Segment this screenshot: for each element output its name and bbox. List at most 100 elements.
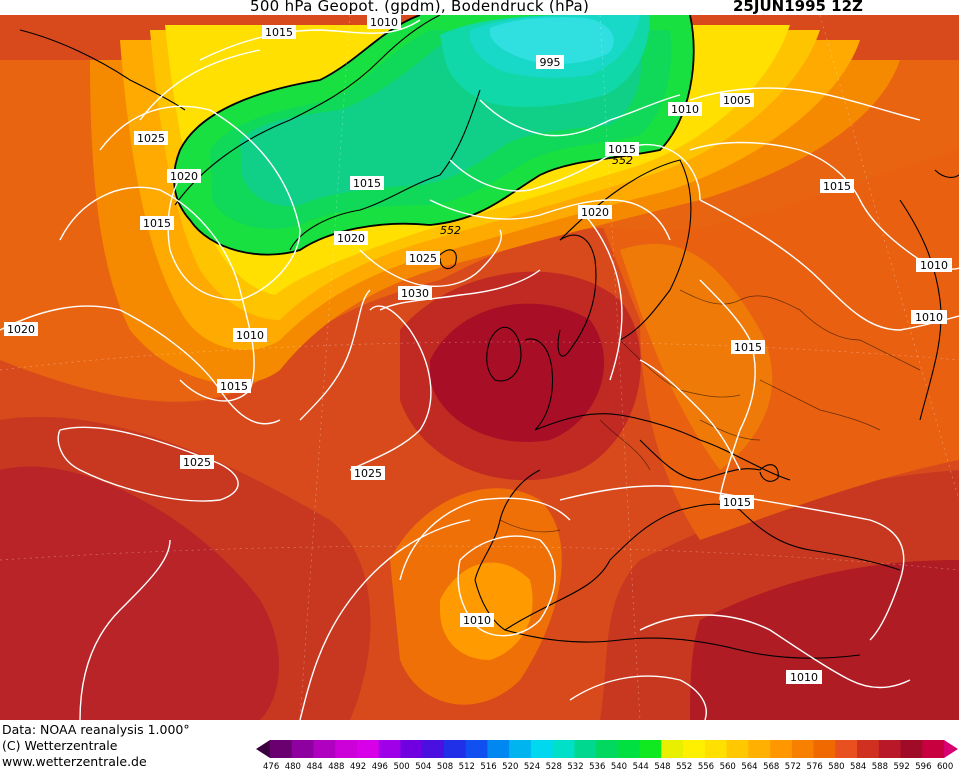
legend-swatch bbox=[922, 740, 945, 758]
legend-tick-label: 492 bbox=[349, 762, 367, 772]
isobar-label: 1020 bbox=[334, 231, 368, 245]
svg-text:1020: 1020 bbox=[581, 206, 609, 219]
legend-swatch bbox=[270, 740, 293, 758]
isobar-labels: 1015 1010 995 1005 1010 1025 1020 1015 1… bbox=[4, 15, 952, 684]
isobar-label: 1010 bbox=[460, 613, 494, 627]
svg-text:1025: 1025 bbox=[409, 252, 437, 265]
svg-text:1010: 1010 bbox=[671, 103, 699, 116]
isobar-label: 1025 bbox=[134, 131, 168, 145]
legend-swatch bbox=[335, 740, 358, 758]
legend-swatch bbox=[813, 740, 836, 758]
isobar-label: 1020 bbox=[578, 205, 612, 219]
legend-arrow-high bbox=[944, 740, 958, 758]
legend-swatch bbox=[574, 740, 597, 758]
isobar-label: 1010 bbox=[233, 328, 267, 342]
svg-text:1015: 1015 bbox=[608, 143, 636, 156]
svg-text:1015: 1015 bbox=[734, 341, 762, 354]
legend-swatch bbox=[770, 740, 793, 758]
legend-swatch bbox=[530, 740, 554, 758]
legend-tick-label: 592 bbox=[893, 762, 910, 772]
svg-text:1010: 1010 bbox=[463, 614, 491, 627]
svg-text:1015: 1015 bbox=[823, 180, 851, 193]
legend-tick-label: 548 bbox=[654, 762, 671, 772]
svg-text:1030: 1030 bbox=[401, 287, 429, 300]
legend-tick-label: 596 bbox=[915, 762, 932, 772]
isobar-label: 1015 bbox=[350, 176, 384, 190]
svg-text:1010: 1010 bbox=[790, 671, 818, 684]
svg-text:1005: 1005 bbox=[723, 94, 751, 107]
map-datetime: 25JUN1995 12Z bbox=[733, 0, 863, 15]
svg-text:1025: 1025 bbox=[137, 132, 165, 145]
isobar-label: 1015 bbox=[217, 379, 251, 393]
isobar-label: 1015 bbox=[720, 495, 754, 509]
isobar-label: 1015 bbox=[731, 340, 765, 354]
legend-tick-label: 544 bbox=[632, 762, 649, 772]
svg-text:1010: 1010 bbox=[370, 16, 398, 29]
svg-text:1010: 1010 bbox=[915, 311, 943, 324]
legend-swatch bbox=[443, 740, 467, 758]
svg-text:1015: 1015 bbox=[265, 26, 293, 39]
legend-swatch bbox=[378, 740, 401, 758]
isobar-label: 1015 bbox=[820, 179, 854, 193]
field-band-584-west bbox=[0, 466, 279, 720]
isobar-label: 1025 bbox=[406, 251, 440, 265]
legend-swatch bbox=[400, 740, 423, 758]
isobar-label: 1030 bbox=[398, 286, 432, 300]
map-title: 500 hPa Geopot. (gpdm), Bodendruck (hPa) bbox=[250, 0, 590, 15]
svg-text:1015: 1015 bbox=[220, 380, 248, 393]
legend-tick-label: 520 bbox=[502, 762, 519, 772]
data-source-credit: Data: NOAA reanalysis 1.000° bbox=[2, 722, 190, 737]
field-band-592-north bbox=[430, 303, 605, 442]
field-band-592-east bbox=[690, 560, 959, 720]
weather-map: 1015 1010 995 1005 1010 1025 1020 1015 1… bbox=[0, 15, 959, 720]
legend-swatch bbox=[835, 740, 858, 758]
isobar-label: 1010 bbox=[668, 102, 702, 116]
legend-tick-label: 584 bbox=[850, 762, 867, 772]
legend-tick-label: 560 bbox=[719, 762, 736, 772]
legend-swatch bbox=[487, 740, 510, 758]
legend-swatch bbox=[726, 740, 749, 758]
legend-tick-label: 512 bbox=[458, 762, 475, 772]
isobar-label: 1015 bbox=[262, 25, 296, 39]
svg-text:552: 552 bbox=[612, 154, 633, 167]
legend-swatch bbox=[313, 740, 336, 758]
legend-tick-label: 588 bbox=[871, 762, 888, 772]
svg-text:1025: 1025 bbox=[183, 456, 211, 469]
legend-swatch bbox=[356, 740, 380, 758]
legend-swatch bbox=[509, 740, 532, 758]
isobar-label: 1025 bbox=[351, 466, 385, 480]
color-legend-bar bbox=[256, 740, 958, 758]
isobar-label: 1010 bbox=[911, 310, 947, 324]
svg-text:1015: 1015 bbox=[143, 217, 171, 230]
legend-tick-label: 540 bbox=[610, 762, 628, 772]
legend-tick-label: 524 bbox=[523, 762, 541, 772]
svg-text:1020: 1020 bbox=[170, 170, 198, 183]
legend-tick-label: 508 bbox=[436, 762, 454, 772]
field-band-524 bbox=[490, 17, 614, 64]
legend-swatch bbox=[748, 740, 771, 758]
svg-text:1010: 1010 bbox=[920, 259, 948, 272]
isobar-label: 1020 bbox=[167, 169, 201, 183]
isobars bbox=[0, 19, 959, 720]
isobar-label: 1010 bbox=[916, 258, 952, 272]
legend-tick-label: 504 bbox=[415, 762, 432, 772]
legend-swatch bbox=[617, 740, 641, 758]
legend-swatch bbox=[857, 740, 880, 758]
isobar-label: 1015 bbox=[605, 142, 639, 156]
svg-text:995: 995 bbox=[540, 56, 561, 69]
legend-swatch bbox=[291, 740, 314, 758]
legend-swatch bbox=[465, 740, 488, 758]
legend-tick-label: 500 bbox=[393, 762, 410, 772]
legend-swatch bbox=[639, 740, 662, 758]
legend-arrow-low bbox=[256, 740, 270, 758]
legend-tick-label: 572 bbox=[784, 762, 802, 772]
svg-text:1020: 1020 bbox=[337, 232, 365, 245]
legend-swatch bbox=[422, 740, 445, 758]
isobar-label: 1025 bbox=[180, 455, 214, 469]
legend-tick-label: 536 bbox=[589, 762, 606, 772]
svg-text:1010: 1010 bbox=[236, 329, 264, 342]
legend-swatch bbox=[900, 740, 923, 758]
legend-tick-label: 476 bbox=[263, 762, 280, 772]
isobar-label: 1005 bbox=[720, 93, 754, 107]
legend-swatch bbox=[791, 740, 815, 758]
